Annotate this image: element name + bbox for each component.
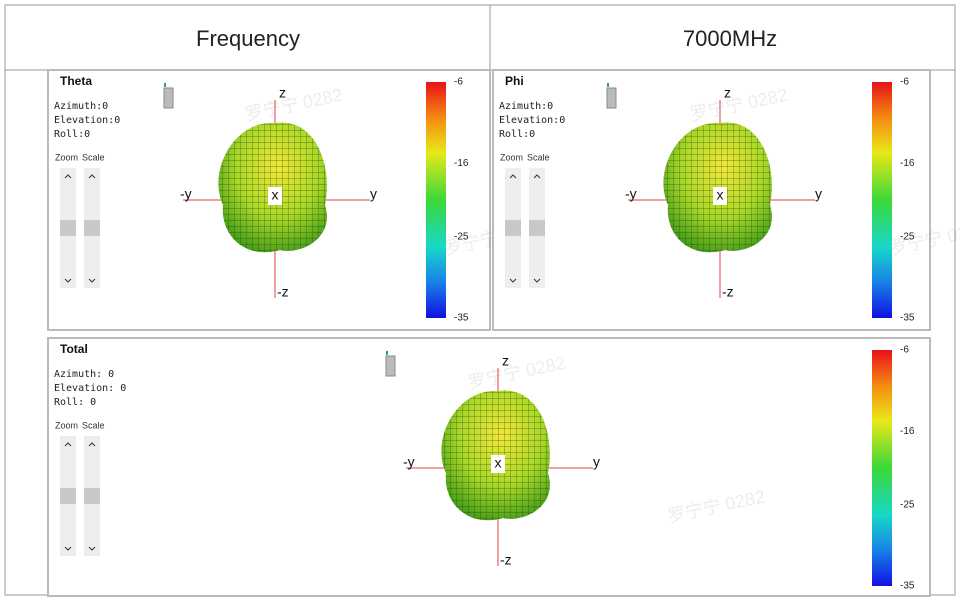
axis-label: y	[370, 186, 377, 202]
scale-label: Scale	[82, 420, 105, 430]
header-cell: 7000MHz	[683, 26, 777, 51]
colorbar-tick-label: -25	[900, 499, 915, 510]
colorbar-tick-label: -16	[900, 426, 915, 437]
axis-label: -y	[403, 454, 415, 470]
colorbar-tick-label: -35	[454, 313, 469, 324]
panel-title: Phi	[505, 74, 524, 88]
roll: Roll:0	[499, 129, 535, 140]
slider	[529, 168, 545, 288]
slider-thumb	[529, 220, 545, 236]
colorbar-tick-label: -16	[900, 158, 915, 169]
colorbar-tick-label: -25	[454, 231, 469, 242]
colorbar-tick-label: -25	[900, 231, 915, 242]
colorbar-tick-label: -6	[454, 77, 463, 88]
slider-thumb	[505, 220, 521, 236]
marker	[164, 88, 173, 108]
header-cell: Frequency	[196, 26, 300, 51]
roll: Roll: 0	[54, 397, 96, 408]
slider	[84, 436, 100, 556]
axis-label: z	[724, 85, 731, 101]
zoom-label: Zoom	[500, 152, 523, 162]
axis-label: z	[279, 85, 286, 101]
slider	[60, 436, 76, 556]
zoom-label: Zoom	[55, 420, 78, 430]
axis-label: -z	[500, 552, 512, 568]
axis-label: x	[495, 455, 502, 471]
slider	[84, 168, 100, 288]
colorbar-tick-label: -16	[454, 158, 469, 169]
panel-title: Theta	[60, 74, 92, 88]
colorbar	[426, 82, 446, 318]
slider	[60, 168, 76, 288]
colorbar-tick-label: -6	[900, 77, 909, 88]
slider	[505, 168, 521, 288]
elevation: Elevation:0	[499, 115, 565, 126]
colorbar-tick-label: -35	[900, 313, 915, 324]
slider-thumb	[84, 488, 100, 504]
slider-thumb	[60, 488, 76, 504]
axis-label: -y	[625, 186, 637, 202]
axis-label: y	[593, 454, 600, 470]
azimuth: Azimuth: 0	[54, 369, 114, 380]
marker-dot	[386, 351, 388, 355]
scale-label: Scale	[527, 152, 550, 162]
axis-label: x	[717, 187, 724, 203]
elevation: Elevation: 0	[54, 383, 126, 394]
slider-thumb	[84, 220, 100, 236]
colorbar-tick-label: -35	[900, 581, 915, 592]
axis-label: -z	[722, 284, 734, 300]
azimuth: Azimuth:0	[499, 101, 553, 112]
axis-label: -z	[277, 284, 289, 300]
scale-label: Scale	[82, 152, 105, 162]
page: Frequency 7000MHz 罗宁宁 0282罗宁宁 0282ThetaA…	[0, 0, 960, 600]
axis-label: x	[272, 187, 279, 203]
marker-dot	[164, 83, 166, 87]
colorbar	[872, 350, 892, 586]
elevation: Elevation:0	[54, 115, 120, 126]
azimuth: Azimuth:0	[54, 101, 108, 112]
zoom-label: Zoom	[55, 152, 78, 162]
axis-label: z	[502, 353, 509, 369]
marker	[386, 356, 395, 376]
axis-label: y	[815, 186, 822, 202]
panel-title: Total	[60, 342, 88, 356]
colorbar	[872, 82, 892, 318]
roll: Roll:0	[54, 129, 90, 140]
marker-dot	[607, 83, 609, 87]
colorbar-tick-label: -6	[900, 345, 909, 356]
slider-thumb	[60, 220, 76, 236]
marker	[607, 88, 616, 108]
axis-label: -y	[180, 186, 192, 202]
